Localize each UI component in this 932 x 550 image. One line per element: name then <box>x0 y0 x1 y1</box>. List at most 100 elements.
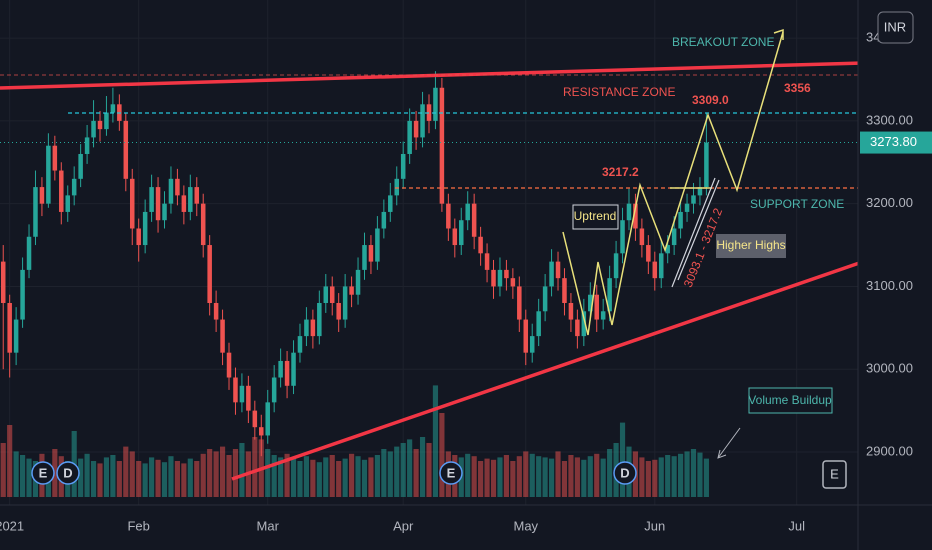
candle-body <box>284 360 290 386</box>
candle-body <box>213 303 219 320</box>
volume-bar <box>387 451 393 497</box>
annotation: Uptrend <box>574 209 617 223</box>
volume-bar <box>658 457 664 497</box>
volume-bar <box>103 457 110 497</box>
candle-body <box>704 142 709 188</box>
currency-button[interactable] <box>877 11 914 44</box>
volume-bar <box>490 459 497 497</box>
volume-bar <box>639 457 645 497</box>
candle-body <box>52 145 58 171</box>
candle-body <box>207 245 212 303</box>
volume-bar <box>161 462 168 497</box>
volume-bar <box>607 449 613 497</box>
volume-bar <box>678 453 684 497</box>
volume-bar <box>232 449 239 497</box>
candle-body <box>497 269 503 287</box>
volume-bar <box>381 449 387 497</box>
candle-body <box>549 261 554 287</box>
volume-bar <box>329 455 335 497</box>
annotation: 3309.0 <box>692 93 729 107</box>
event-badge[interactable] <box>31 461 55 485</box>
volume-bar <box>110 455 116 497</box>
candle-body <box>504 269 509 279</box>
volume-bar <box>465 453 471 497</box>
candle-body <box>220 319 225 353</box>
event-label[interactable]: D <box>63 465 72 480</box>
candle-body <box>104 112 109 130</box>
volume-bar <box>181 463 187 497</box>
last-price-box <box>860 131 932 154</box>
candle-body <box>555 261 561 279</box>
volume-bar <box>561 461 568 497</box>
volume-bar <box>194 461 200 497</box>
event-label[interactable]: D <box>620 465 629 480</box>
candle-body <box>658 253 664 279</box>
candle-body <box>452 228 458 246</box>
candle-body <box>575 319 580 337</box>
volume-bar <box>703 458 709 497</box>
event-badge[interactable] <box>822 460 847 489</box>
volume-bar <box>523 451 529 497</box>
event-label[interactable]: E <box>830 466 839 481</box>
event-badge[interactable] <box>613 461 637 485</box>
candle-body <box>639 228 645 246</box>
price-axis <box>858 0 932 550</box>
x-tick-label: Jul <box>788 518 805 533</box>
candle-body <box>0 261 6 303</box>
volume-bar <box>484 458 490 497</box>
annotation: Volume Buildup <box>748 393 832 407</box>
candle-body <box>433 87 438 121</box>
volume-bar <box>0 443 6 497</box>
currency-label[interactable]: INR <box>884 19 906 34</box>
annotation: 3356 <box>784 81 811 95</box>
candle-body <box>188 187 193 212</box>
candle-body <box>84 137 90 154</box>
y-tick-label: 2900.00 <box>866 443 913 458</box>
event-label[interactable]: E <box>447 465 456 480</box>
volume-bar <box>310 459 316 497</box>
volume-bar <box>684 451 690 497</box>
candle-body <box>588 294 593 312</box>
projection-path <box>562 31 784 336</box>
volume-bar <box>13 451 19 497</box>
candle-body <box>20 269 25 320</box>
candle-body <box>510 278 516 287</box>
candle-body <box>413 120 419 138</box>
candle-body <box>259 427 264 436</box>
candle-body <box>129 178 135 229</box>
event-label[interactable]: E <box>39 465 48 480</box>
event-badge[interactable] <box>56 461 80 485</box>
candle-body <box>375 228 380 262</box>
candle-body <box>297 336 303 353</box>
candle-body <box>65 195 70 212</box>
candle-body <box>362 245 367 270</box>
volume-bar <box>116 461 122 497</box>
callout-arrow-head <box>717 449 727 459</box>
volume-bar <box>123 446 129 497</box>
candle-body <box>407 120 412 154</box>
event-badge[interactable] <box>439 461 463 485</box>
volume-bar <box>174 461 180 497</box>
candle-body <box>123 120 129 179</box>
candle-body <box>420 104 425 138</box>
candle-body <box>652 261 658 279</box>
volume-bar <box>271 455 277 497</box>
volume-bar <box>619 422 626 497</box>
volume-bar <box>548 458 555 497</box>
volume-bar <box>336 461 342 497</box>
candle-body <box>368 245 374 262</box>
candle-body <box>342 286 348 320</box>
volume-bar <box>323 457 329 497</box>
annotation-box <box>748 387 833 414</box>
candle-body <box>665 245 670 254</box>
volume-bar <box>497 457 503 497</box>
candle-body <box>329 286 335 303</box>
candle-body <box>620 220 625 254</box>
candle-body <box>278 360 283 378</box>
volume-bar <box>316 462 322 497</box>
volume-bar <box>374 455 380 497</box>
candle-body <box>491 269 496 287</box>
candle-body <box>149 187 154 212</box>
x-tick-label: Jun <box>644 518 665 533</box>
volume-bar <box>78 458 84 497</box>
